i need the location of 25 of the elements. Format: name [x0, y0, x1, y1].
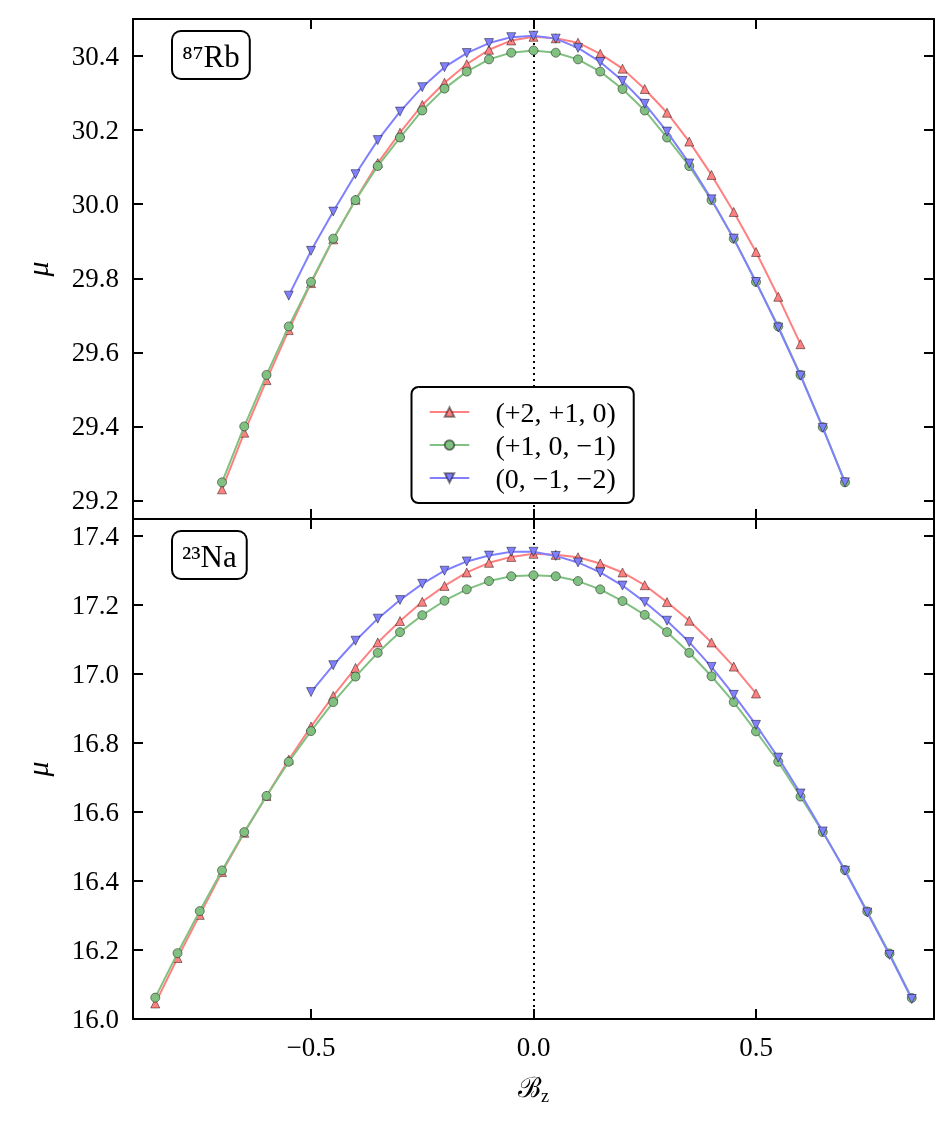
y-tick-label: 29.8	[71, 263, 119, 294]
y-tick-label: 29.2	[71, 485, 119, 516]
legend-label: (+2, +1, 0)	[495, 396, 616, 428]
y-axis-title: μ	[21, 261, 54, 278]
y-tick-label: 17.0	[71, 659, 119, 690]
y-tick-label: 29.4	[71, 411, 120, 442]
y-axis-title: μ	[21, 761, 54, 778]
legend-label: (0, −1, −2)	[495, 462, 616, 494]
legend-label: (+1, 0, −1)	[495, 429, 616, 461]
y-tick-label: 17.4	[71, 521, 120, 552]
y-tick-label: 29.6	[71, 337, 119, 368]
y-tick-label: 16.0	[71, 1004, 119, 1034]
y-tick-label: 17.2	[71, 590, 119, 621]
x-tick-label: −0.5	[286, 1031, 336, 1062]
y-tick-label: 16.2	[71, 935, 119, 966]
x-tick-label: 0.5	[739, 1031, 773, 1062]
y-tick-label: 16.8	[71, 728, 119, 759]
y-tick-label: 30.4	[71, 41, 120, 72]
y-tick-label: 30.0	[71, 189, 119, 220]
y-tick-label: 16.6	[71, 797, 119, 828]
y-tick-label: 16.4	[71, 866, 120, 897]
y-tick-label: 30.2	[71, 115, 119, 146]
x-tick-label: 0.0	[516, 1031, 551, 1062]
annotation: ²³Na	[182, 538, 237, 574]
annotation: ⁸⁷Rb	[182, 38, 240, 74]
